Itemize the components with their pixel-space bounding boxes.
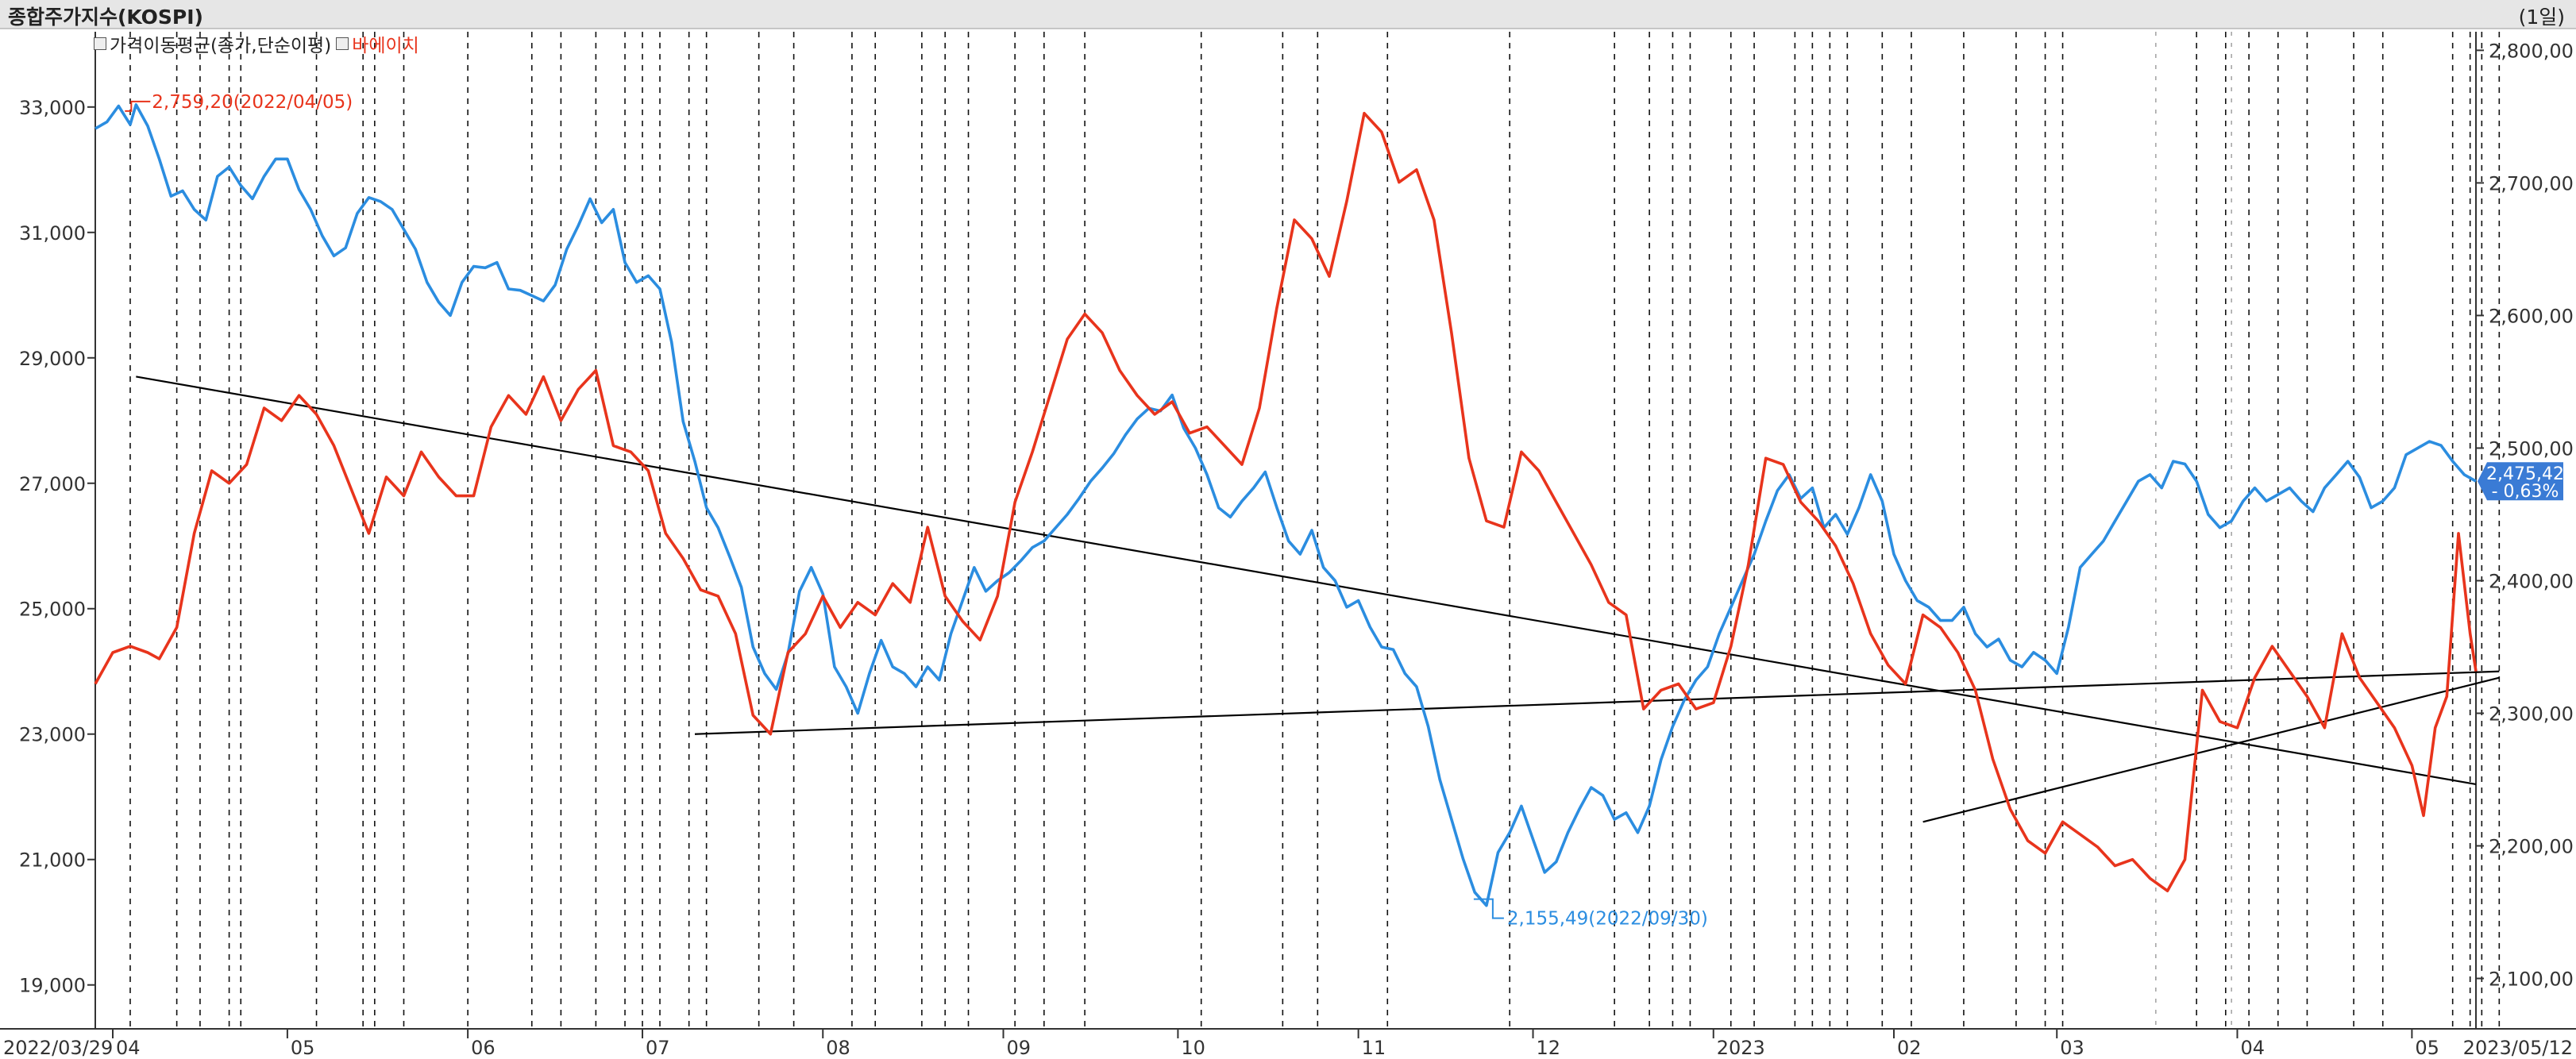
checkbox-icon[interactable] bbox=[94, 37, 106, 50]
last-value-badge bbox=[2478, 462, 2563, 501]
x-tick-label: 10 bbox=[1181, 1037, 1205, 1059]
last-change-label: - 0,63% bbox=[2492, 482, 2559, 502]
right-tick-label: 2,400,00 bbox=[2489, 570, 2574, 592]
right-tick-label: 2,800,00 bbox=[2489, 40, 2574, 62]
checkbox-icon[interactable] bbox=[336, 37, 349, 50]
trend-line bbox=[136, 375, 2477, 786]
x-tick-label: 06 bbox=[471, 1037, 496, 1059]
left-tick-label: 19,000 bbox=[19, 975, 86, 997]
series-line-kospi bbox=[94, 103, 2477, 907]
series-line-other bbox=[94, 111, 2478, 892]
left-tick-label: 25,000 bbox=[19, 599, 86, 621]
left-tick-label: 29,000 bbox=[19, 348, 86, 370]
right-tick-label: 2,300,00 bbox=[2489, 703, 2574, 725]
left-tick-label: 31,000 bbox=[19, 222, 86, 245]
x-tick-label: 04 bbox=[2240, 1037, 2265, 1059]
x-tick-label: 07 bbox=[646, 1037, 670, 1059]
x-tick-label: 12 bbox=[1537, 1037, 1561, 1059]
x-end-label: 2023/05/12 bbox=[2463, 1037, 2573, 1059]
x-tick-label: 03 bbox=[2060, 1037, 2084, 1059]
x-tick-label: 04 bbox=[116, 1037, 141, 1059]
legend-label: 바에이치 bbox=[352, 36, 419, 56]
low-marker bbox=[1473, 898, 1504, 919]
legend-item-moving-average[interactable]: 가격이동평균(종가,단순이평) bbox=[94, 30, 331, 57]
right-tick-label: 2,200,00 bbox=[2489, 836, 2574, 858]
x-tick-label: 09 bbox=[1006, 1037, 1031, 1059]
x-tick-label: 02 bbox=[1897, 1037, 1922, 1059]
x-tick-label: 05 bbox=[291, 1037, 315, 1059]
x-start-label: 2022/03/29 bbox=[3, 1037, 113, 1059]
low-annotation: 2,155,49(2022/09/30) bbox=[1507, 909, 1708, 930]
left-tick-label: 23,000 bbox=[19, 724, 86, 746]
x-tick-label: 2023 bbox=[1717, 1037, 1765, 1059]
legend-label: 가격이동평균(종가,단순이평) bbox=[110, 36, 332, 56]
right-tick-label: 2,100,00 bbox=[2489, 969, 2574, 991]
high-marker bbox=[125, 100, 151, 112]
x-tick-label: 11 bbox=[1362, 1037, 1386, 1059]
left-tick-label: 21,000 bbox=[19, 849, 86, 872]
axis-layer: 19,000 21,000 23,000 25,000 27,000 29,000 31,0… bbox=[3, 40, 2574, 1059]
trend-line bbox=[1922, 676, 2500, 823]
left-tick-label: 27,000 bbox=[19, 473, 86, 495]
right-tick-label: 2,600,00 bbox=[2489, 305, 2574, 327]
last-price-label: 2,475,42 bbox=[2486, 464, 2564, 484]
x-tick-label: 08 bbox=[826, 1037, 850, 1059]
annotation-layer: 2,759,20(2022/04/05) 2,155,49(2022/09/30)… bbox=[125, 92, 2564, 930]
legend: 가격이동평균(종가,단순이평) 바에이치 bbox=[94, 30, 419, 57]
high-annotation: 2,759,20(2022/04/05) bbox=[152, 92, 353, 113]
period-indicator[interactable]: (1일) bbox=[2518, 6, 2565, 29]
right-tick-label: 2,700,00 bbox=[2489, 172, 2574, 194]
series-layer bbox=[94, 103, 2478, 907]
x-tick-label: 05 bbox=[2415, 1037, 2439, 1059]
trend-lines bbox=[136, 375, 2500, 823]
chart-title: 종합주가지수(KOSPI) bbox=[8, 6, 203, 29]
left-tick-label: 33,000 bbox=[19, 97, 86, 119]
chart-header-bar bbox=[0, 0, 2576, 29]
legend-item-secondary[interactable]: 바에이치 bbox=[336, 30, 419, 57]
right-tick-label: 2,500,00 bbox=[2489, 437, 2574, 460]
trend-line bbox=[694, 670, 2500, 735]
